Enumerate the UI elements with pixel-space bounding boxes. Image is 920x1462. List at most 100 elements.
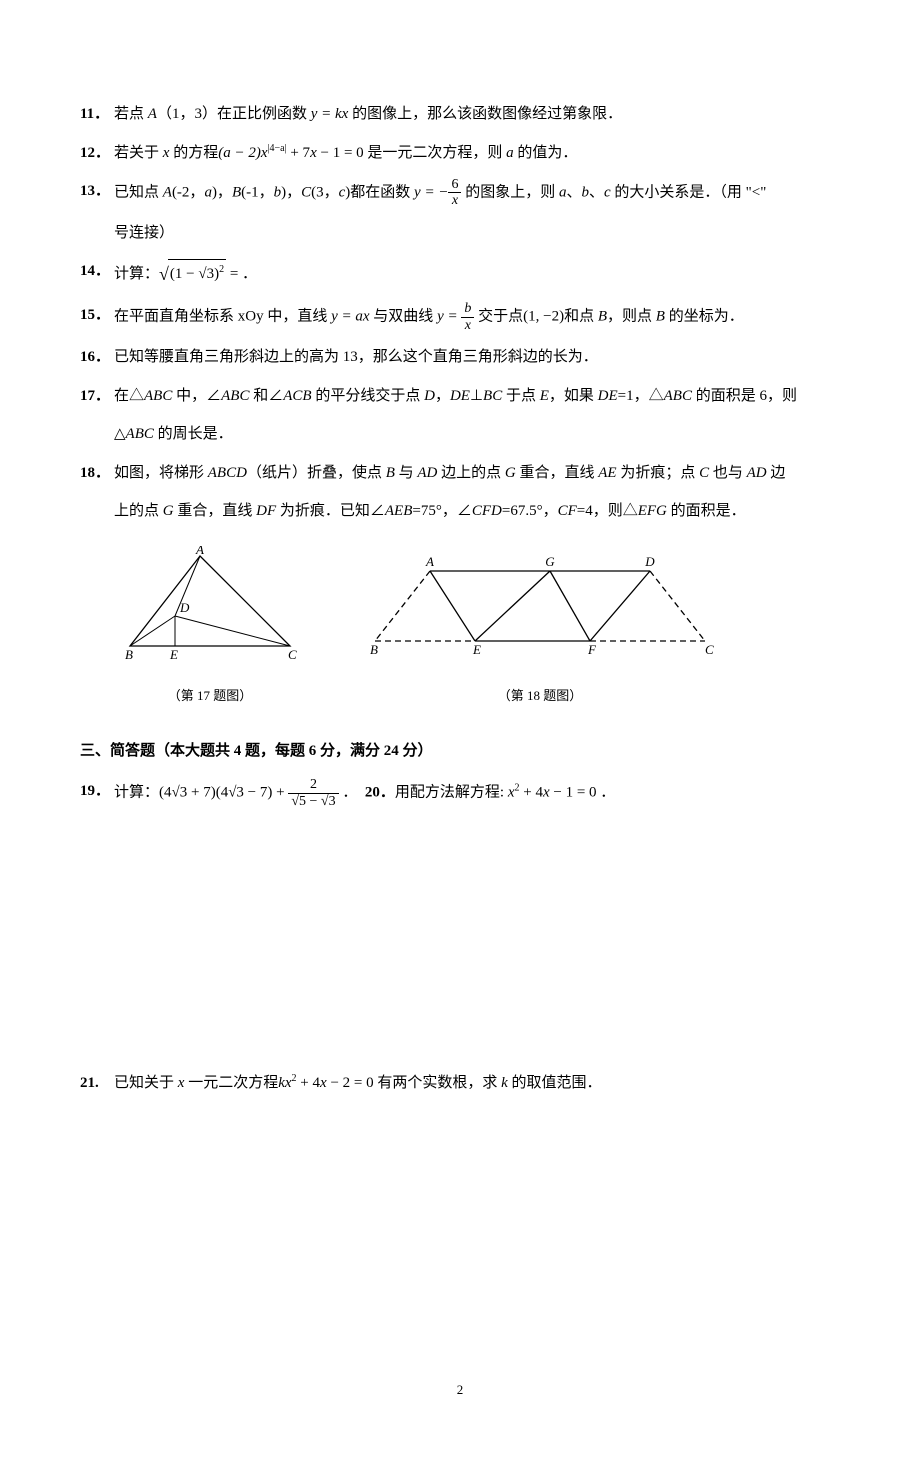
q17-ABC3: ABC	[664, 388, 692, 404]
fig18-G: G	[545, 554, 555, 569]
fig18-svg: A B C D E F G	[360, 546, 720, 666]
q17-pre: 在△	[114, 388, 144, 404]
figure-row: A B C D E （第 17 题图） A B C D E F G （	[120, 546, 840, 709]
qnum-20: 20．	[365, 785, 395, 801]
q15-post: ，则点	[607, 309, 656, 325]
q18-m5: 为折痕；点	[617, 465, 700, 481]
q18-G2: G	[163, 503, 174, 519]
q17-m4: ，	[435, 388, 450, 404]
q13-C: C	[301, 184, 311, 200]
qnum-21: 21.	[80, 1069, 114, 1098]
q20-p4: + 4	[519, 785, 542, 801]
qnum-12: 12．	[80, 139, 114, 168]
q13-Ac: (-2，	[172, 184, 205, 200]
q18-m7: 边	[767, 465, 786, 481]
qnum-17: 17．	[80, 382, 114, 411]
q18-m1: （纸片）折叠，使点	[247, 465, 386, 481]
q15-e2l: y =	[437, 309, 461, 325]
q18-CFD: CFD	[472, 503, 502, 519]
q17-BC: BC	[483, 388, 502, 404]
q13-p3: 的大小关系是．（用 "<"	[611, 184, 767, 200]
q18-m4: 重合，直线	[516, 465, 599, 481]
q17-D: D	[424, 388, 435, 404]
q21-m1: 一元二次方程	[184, 1075, 278, 1091]
q12-p7x: + 7	[287, 145, 310, 161]
q18-line2: 上的点 G 重合，直线 DF 为折痕．已知∠AEB=75°，∠CFD=67.5°…	[114, 497, 840, 526]
qbody-17: 在△ABC 中，∠ABC 和∠ACB 的平分线交于点 D，DE⊥BC 于点 E，…	[114, 382, 840, 411]
q15-e1l: y =	[331, 309, 355, 325]
q19-e1: (4√3 + 7)(4√3 − 7) +	[159, 785, 288, 801]
q17-line2: △ABC 的周长是．	[114, 420, 840, 449]
q17-DE2: DE	[598, 388, 618, 404]
q19-pre: 计算：	[114, 785, 159, 801]
qnum-13: 13．	[80, 177, 114, 209]
fig18-C: C	[705, 642, 714, 657]
q17-ABC2: ABC	[221, 388, 249, 404]
q18-m6: 也与	[709, 465, 747, 481]
figure-18: A B C D E F G （第 18 题图）	[360, 546, 720, 709]
q15-fn: b	[461, 301, 474, 317]
question-11: 11． 若点 A（1，3）在正比例函数 y = kx 的图像上，那么该函数图像经…	[80, 100, 840, 129]
q18-m2: 与	[395, 465, 418, 481]
question-18: 18． 如图，将梯形 ABCD（纸片）折叠，使点 B 与 AD 边上的点 G 重…	[80, 459, 840, 488]
q15-x: x	[363, 309, 370, 325]
q13-Cc: (3，	[311, 184, 339, 200]
q18-m3: 边上的点	[437, 465, 505, 481]
q20-post: − 1 = 0 ．	[550, 785, 616, 801]
q19-post: ．	[339, 785, 358, 801]
q15-m3: 和点	[564, 309, 598, 325]
qnum-16: 16．	[80, 343, 114, 372]
q18-l2e3: =4，则△	[577, 503, 638, 519]
q11-post: 的图像上，那么该函数图像经过第象限．	[348, 106, 622, 122]
q14-sqrt: (1 − √3)2	[168, 259, 226, 289]
q17-l2post: 的周长是．	[154, 426, 233, 442]
qbody-11: 若点 A（1，3）在正比例函数 y = kx 的图像上，那么该函数图像经过第象限…	[114, 100, 840, 129]
q13-A: A	[163, 184, 172, 200]
qnum-14: 14．	[80, 257, 114, 291]
q12-a: a	[506, 145, 514, 161]
q15-B2: B	[656, 309, 665, 325]
q17-m3: 的平分线交于点	[312, 388, 425, 404]
qbody-13: 已知点 A(-2，a)，B(-1，b)，C(3，c)都在函数 y = −6x 的…	[114, 177, 840, 209]
qbody-12: 若关于 x 的方程(a − 2)x|4−a| + 7x − 1 = 0 是一元二…	[114, 139, 840, 168]
q18-l2post: 的面积是．	[667, 503, 746, 519]
q17-m7: 的面积是 6，则	[692, 388, 797, 404]
qbody-14: 计算：√(1 − √3)2 = ．	[114, 257, 840, 291]
q18-AE: AE	[598, 465, 616, 481]
q21-m2: − 2 = 0 有两个实数根，求	[327, 1075, 501, 1091]
q15-B: B	[598, 309, 607, 325]
q17-E: E	[540, 388, 549, 404]
q21-post: 的取值范围．	[508, 1075, 602, 1091]
q13-line2: 号连接）	[114, 219, 840, 248]
question-13: 13． 已知点 A(-2，a)，B(-1，b)，C(3，c)都在函数 y = −…	[80, 177, 840, 209]
q15-m2: 交于点	[474, 309, 523, 325]
q13-fn: 6	[448, 177, 461, 193]
question-12: 12． 若关于 x 的方程(a − 2)x|4−a| + 7x − 1 = 0 …	[80, 139, 840, 168]
q20-pre: 用配方法解方程:	[395, 785, 508, 801]
q18-DF: DF	[256, 503, 276, 519]
q17-DE: DE	[450, 388, 470, 404]
q17-perp: ⊥	[470, 388, 483, 404]
page-number: 2	[80, 1378, 840, 1403]
q19-fn: 2	[288, 777, 338, 793]
fig17-E: E	[169, 647, 178, 662]
q14-pre: 计算：	[114, 266, 159, 282]
q17-m5: 于点	[502, 388, 540, 404]
q15-pt: (1, −2)	[523, 309, 564, 325]
q12-post: 的值为．	[514, 145, 578, 161]
q21-p4: + 4	[297, 1075, 320, 1091]
q18-EFG: EFG	[638, 503, 667, 519]
q13-s1: 、	[566, 184, 581, 200]
q12-pre: 若关于	[114, 145, 163, 161]
q17-ABC4: ABC	[126, 426, 154, 442]
question-14: 14． 计算：√(1 − √3)2 = ．	[80, 257, 840, 291]
q18-B: B	[386, 465, 395, 481]
q21-pre: 已知关于	[114, 1075, 178, 1091]
q13-s2: 、	[589, 184, 604, 200]
q17-ACB: ACB	[283, 388, 311, 404]
qbody-18: 如图，将梯形 ABCD（纸片）折叠，使点 B 与 AD 边上的点 G 重合，直线…	[114, 459, 840, 488]
q17-eq1: =1，△	[618, 388, 664, 404]
q18-C: C	[699, 465, 709, 481]
question-19-20: 19． 计算：(4√3 + 7)(4√3 − 7) + 2√5 − √3 ． 2…	[80, 777, 840, 809]
qnum-19: 19．	[80, 777, 114, 809]
